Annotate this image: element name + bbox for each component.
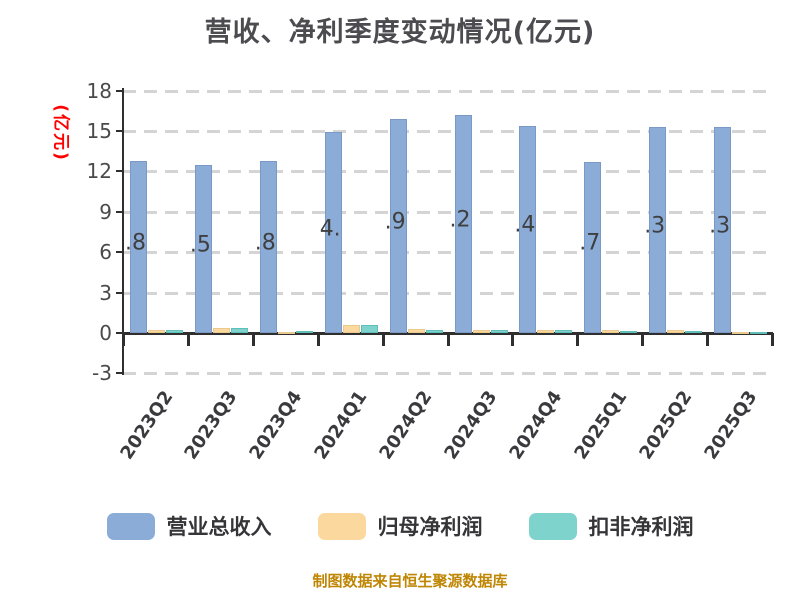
gridline--3 [123, 372, 772, 376]
y-tick-mark [116, 251, 123, 254]
bar-net-profit [732, 331, 750, 334]
y-tick-mark [116, 129, 123, 132]
bar-non-gaap-net-profit [620, 330, 638, 333]
legend-label-2: 扣非净利润 [588, 515, 694, 539]
y-tick-mark [116, 89, 123, 92]
bar-value-label: 4. [319, 216, 341, 242]
x-category-label: 2025Q3 [699, 387, 761, 464]
bar-net-profit [472, 329, 490, 333]
bar-value-label: .8 [254, 230, 276, 256]
x-tick-mark [316, 333, 320, 346]
bar-non-gaap-net-profit [490, 330, 508, 333]
bar-total-revenue [714, 126, 732, 333]
bar-total-revenue [519, 125, 537, 333]
legend-swatch-1 [317, 512, 366, 540]
bar-total-revenue [259, 160, 277, 333]
bar-value-label: .7 [579, 230, 601, 256]
bar-total-revenue [454, 114, 472, 333]
x-tick-mark [706, 333, 710, 346]
bar-total-revenue [584, 161, 602, 333]
x-category-label: 2024Q1 [310, 387, 372, 464]
x-tick-mark [122, 333, 125, 346]
y-axis-line [122, 88, 124, 375]
bar-value-label: .5 [189, 232, 211, 258]
legend-label-0: 营业总收入 [166, 515, 272, 539]
legend-label-1: 归母净利润 [377, 515, 483, 539]
y-tick-mark [116, 170, 123, 173]
bar-non-gaap-net-profit [230, 328, 248, 333]
x-tick-mark [576, 333, 580, 346]
y-tick-mark [116, 332, 123, 334]
legend-swatch-2 [528, 512, 577, 540]
bar-net-profit [148, 330, 165, 333]
y-tick-label: 9 [99, 199, 112, 224]
chart-title: 营收、净利季度变动情况(亿元) [204, 17, 596, 48]
bar-net-profit [277, 332, 295, 334]
legend-item-2: 扣非净利润 [528, 511, 694, 541]
x-tick-mark [186, 333, 190, 346]
bar-non-gaap-net-profit [360, 324, 378, 333]
y-tick-label: 12 [86, 159, 112, 184]
x-category-label: 2024Q4 [505, 387, 567, 464]
bar-net-profit [667, 330, 685, 333]
bar-value-label: .2 [449, 207, 471, 233]
bar-total-revenue [389, 118, 407, 333]
y-tick-label: 3 [99, 280, 112, 305]
gridline-3 [123, 291, 772, 295]
bar-total-revenue [649, 126, 667, 333]
gridline-18 [123, 89, 772, 93]
x-tick-mark [771, 333, 774, 346]
gridline-12 [123, 170, 772, 174]
bar-total-revenue [130, 160, 147, 333]
y-tick-mark [116, 291, 123, 294]
bar-total-revenue [194, 164, 212, 333]
gridline-15 [123, 129, 772, 133]
bar-net-profit [212, 328, 230, 333]
x-tick-mark [251, 333, 255, 346]
bar-value-label: .4 [514, 212, 536, 238]
bar-net-profit [537, 330, 555, 333]
x-category-label: 2023Q3 [180, 387, 242, 464]
y-tick-mark [116, 372, 123, 375]
x-tick-mark [381, 333, 385, 346]
y-tick-mark [116, 210, 123, 213]
y-tick-label: -3 [92, 361, 112, 386]
bar-non-gaap-net-profit [425, 330, 443, 333]
bar-value-label: .8 [125, 230, 146, 256]
legend-swatch-0 [106, 512, 155, 540]
bar-value-label: .9 [384, 209, 406, 235]
bar-non-gaap-net-profit [166, 330, 183, 333]
x-category-label: 2025Q2 [635, 387, 697, 464]
x-category-label: 2023Q2 [115, 387, 177, 464]
bar-net-profit [407, 328, 425, 333]
x-category-label: 2025Q1 [570, 387, 632, 464]
x-category-label: 2024Q3 [440, 387, 502, 464]
x-tick-mark [446, 333, 450, 346]
legend-item-1: 归母净利润 [317, 511, 483, 541]
y-tick-label: 18 [86, 78, 112, 103]
x-category-label: 2023Q4 [245, 387, 307, 464]
x-category-label: 2024Q2 [375, 387, 437, 464]
bar-value-label: .3 [709, 213, 731, 239]
y-tick-label: 15 [86, 118, 112, 143]
data-source-note: 制图数据来自恒生聚源数据库 [312, 572, 508, 590]
bar-non-gaap-net-profit [750, 331, 768, 334]
y-tick-label: 0 [99, 321, 112, 345]
bar-non-gaap-net-profit [555, 330, 573, 333]
x-tick-mark [511, 333, 515, 346]
bar-non-gaap-net-profit [295, 330, 313, 333]
bar-non-gaap-net-profit [685, 330, 703, 333]
bar-net-profit [342, 324, 360, 333]
x-tick-mark [641, 333, 645, 346]
gridline-6 [123, 251, 772, 255]
bar-value-label: .3 [644, 213, 666, 239]
legend-item-0: 营业总收入 [106, 511, 272, 541]
bar-net-profit [602, 330, 620, 333]
y-tick-label: 6 [99, 240, 112, 265]
gridline-9 [123, 210, 772, 214]
bar-total-revenue [324, 132, 342, 333]
legend: 营业总收入 归母净利润 扣非净利润 [0, 511, 800, 541]
